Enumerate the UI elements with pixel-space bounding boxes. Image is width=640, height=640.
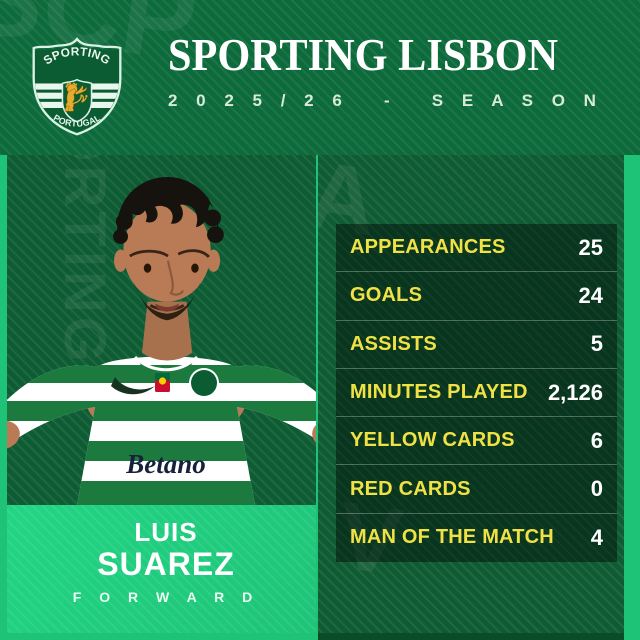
- svg-text:Betano: Betano: [125, 449, 206, 479]
